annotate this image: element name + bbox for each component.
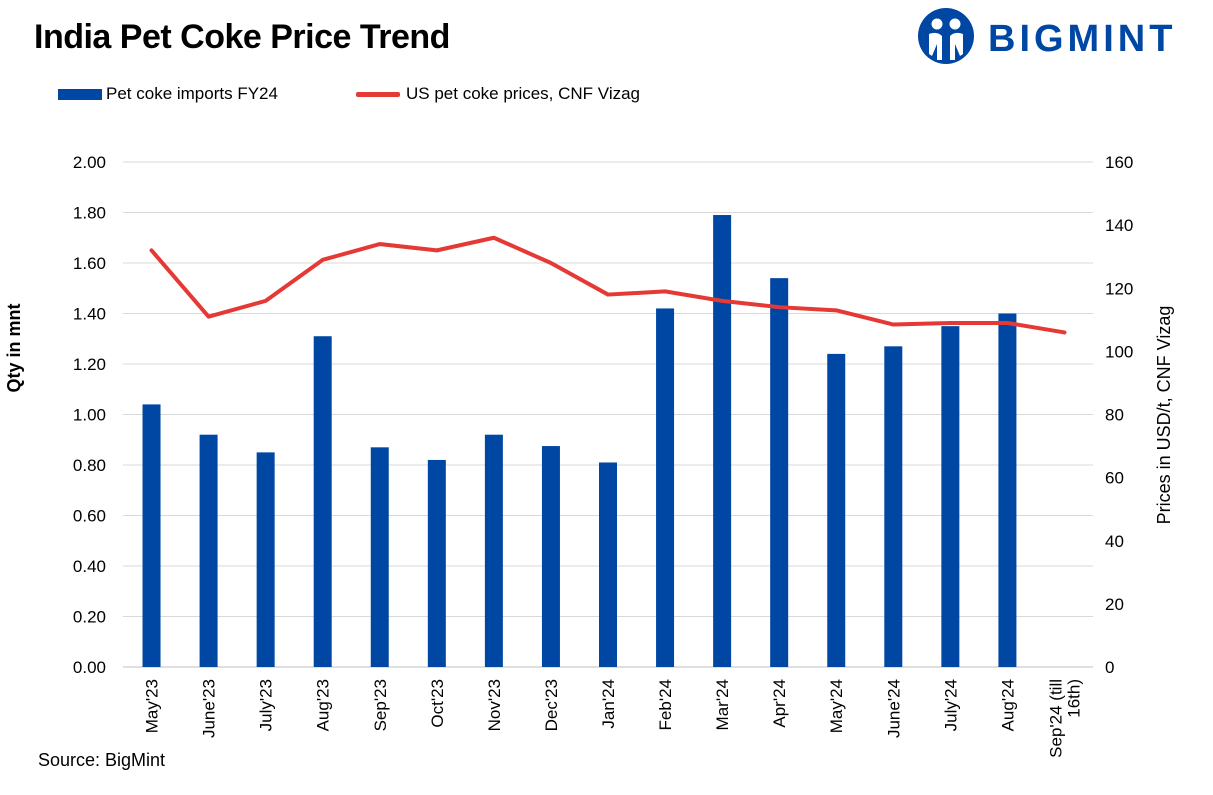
x-tick-label: July'23 [257, 679, 276, 731]
x-tick-label: Jan'24 [599, 679, 618, 729]
price-line [149, 235, 1067, 335]
y2-tick-label: 120 [1105, 279, 1133, 298]
x-tick-label: Sep'23 [371, 679, 390, 731]
legend-label-prices: US pet coke prices, CNF Vizag [406, 84, 640, 103]
chart-title: India Pet Coke Price Trend [34, 18, 450, 56]
y2-axis-title: Prices in USD/t, CNF Vizag [1154, 306, 1174, 525]
x-tick-label: Apr'24 [770, 679, 789, 728]
bar-imports [484, 434, 503, 667]
bar-imports [199, 434, 218, 667]
x-tick-label: 16th) [1064, 679, 1083, 718]
bar-imports [884, 346, 903, 667]
y-tick-label: 0.00 [73, 658, 106, 677]
x-tick-label: Aug'23 [314, 679, 333, 731]
bar-imports [370, 447, 389, 667]
y2-tick-label: 80 [1105, 406, 1124, 425]
x-tick-label: Aug'24 [998, 679, 1017, 731]
legend-item-prices: US pet coke prices, CNF Vizag [356, 84, 640, 104]
y2-tick-label: 0 [1105, 658, 1114, 677]
x-tick-label: Oct'23 [428, 679, 447, 728]
y2-tick-label: 140 [1105, 216, 1133, 235]
bar-imports [713, 215, 732, 667]
logo-text: BIGMINT [988, 18, 1176, 60]
y-tick-label: 1.60 [73, 254, 106, 273]
y2-tick-label: 40 [1105, 532, 1124, 551]
x-tick-label: June'23 [200, 679, 219, 738]
legend-label-imports: Pet coke imports FY24 [106, 84, 278, 103]
bigmint-logo: BIGMINT [916, 4, 1206, 68]
bar-imports [313, 336, 332, 667]
bar-imports [827, 353, 846, 667]
x-tick-label: Dec'23 [542, 679, 561, 731]
x-tick-label: Sep'24 (till [1046, 679, 1065, 758]
x-tick-label: Feb'24 [656, 679, 675, 730]
bar-imports [142, 404, 161, 667]
y2-tick-label: 100 [1105, 342, 1133, 361]
x-tick-label: June'24 [884, 679, 903, 738]
y-tick-label: 0.20 [73, 608, 106, 627]
legend-swatch-bar [58, 88, 102, 100]
y-tick-label: 0.80 [73, 456, 106, 475]
y-tick-label: 1.80 [73, 204, 106, 223]
x-tick-label: July'24 [941, 679, 960, 731]
y2-tick-label: 160 [1105, 153, 1133, 172]
bar-imports [998, 313, 1017, 667]
y-tick-label: 0.60 [73, 507, 106, 526]
x-tick-label: Nov'23 [485, 679, 504, 731]
legend-swatch-line [356, 91, 400, 97]
bar-imports [656, 308, 675, 667]
y-axis-title: Qty in mnt [4, 303, 24, 392]
bar-imports [941, 326, 960, 667]
y2-tick-label: 60 [1105, 469, 1124, 488]
x-tick-label: May'24 [827, 679, 846, 733]
legend-item-imports: Pet coke imports FY24 [58, 84, 278, 104]
bar-imports [770, 278, 789, 667]
y-tick-label: 1.20 [73, 355, 106, 374]
source-note: Source: BigMint [38, 750, 166, 770]
bar-imports [427, 459, 446, 667]
bar-imports [541, 446, 560, 667]
bigmint-emblem-icon [918, 8, 974, 64]
bar-imports [599, 462, 617, 667]
bar-imports [256, 452, 275, 667]
y-tick-label: 2.00 [73, 153, 106, 172]
y2-tick-label: 20 [1105, 595, 1124, 614]
x-tick-label: May'23 [143, 679, 162, 733]
x-tick-label: Mar'24 [713, 679, 732, 730]
y-tick-label: 1.40 [73, 305, 106, 324]
y-tick-label: 1.00 [73, 406, 106, 425]
y-tick-label: 0.40 [73, 557, 106, 576]
